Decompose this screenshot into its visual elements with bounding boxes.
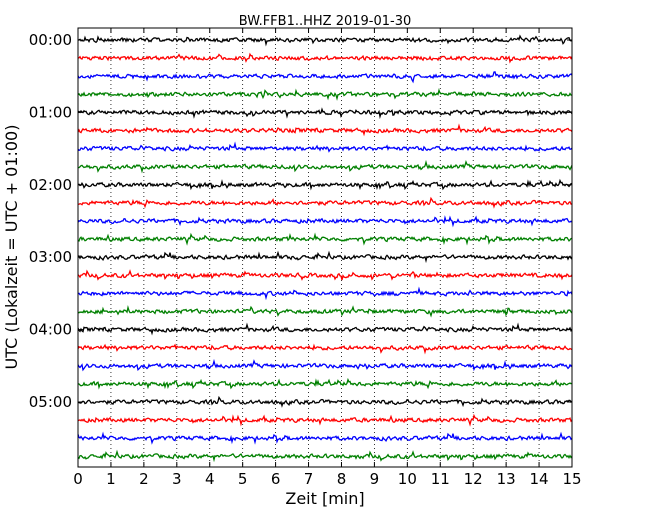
- x-tick-label: 15: [562, 470, 581, 488]
- x-tick-label: 7: [304, 470, 314, 488]
- trace-line: [77, 449, 573, 463]
- x-tick-label: 2: [139, 470, 149, 488]
- trace-line: [77, 304, 573, 318]
- trace-line: [77, 358, 573, 372]
- trace-line: [77, 377, 573, 390]
- x-tick-label: 10: [398, 470, 417, 488]
- x-tick-label: 9: [370, 470, 380, 488]
- x-axis: 0 1 2 3 4 5 6 7 8 9 10 11 12 13 14 15: [73, 28, 582, 488]
- trace-line: [78, 159, 573, 174]
- y-tick-label: 03:00: [29, 248, 72, 266]
- x-tick-label: 8: [337, 470, 347, 488]
- trace-line: [77, 71, 573, 84]
- trace-line: [77, 431, 573, 445]
- chart-title: BW.FFB1..HHZ 2019-01-30: [239, 14, 412, 29]
- seismic-traces: [77, 34, 573, 463]
- y-tick-label: 02:00: [29, 176, 72, 194]
- y-axis: 00:00 01:00 02:00 03:00 04:00 05:00: [29, 31, 572, 411]
- trace-line: [77, 413, 573, 427]
- x-tick-label: 12: [464, 470, 483, 488]
- y-tick-label: 01:00: [29, 103, 72, 121]
- x-tick-label: 13: [497, 470, 516, 488]
- trace-line: [77, 322, 573, 336]
- y-tick-label: 05:00: [29, 393, 72, 411]
- x-axis-label: Zeit [min]: [285, 489, 364, 508]
- x-tick-label: 14: [530, 470, 549, 488]
- y-tick-label: 00:00: [29, 31, 72, 49]
- trace-line: [77, 52, 573, 64]
- y-tick-label: 04:00: [29, 321, 72, 339]
- x-tick-label: 5: [238, 470, 248, 488]
- x-tick-label: 4: [205, 470, 215, 488]
- trace-line: [77, 286, 573, 301]
- trace-line: [77, 141, 573, 153]
- plot-frame: [77, 27, 573, 468]
- y-axis-label: UTC (Lokalzeit = UTC + 01:00): [2, 125, 21, 370]
- trace-line: [77, 178, 573, 191]
- trace-line: [77, 88, 573, 101]
- trace-line: [77, 34, 573, 47]
- trace-line: [77, 250, 573, 264]
- x-tick-label: 11: [431, 470, 450, 488]
- trace-line: [77, 107, 573, 120]
- trace-line: [77, 269, 573, 281]
- trace-line: [77, 196, 573, 209]
- trace-line: [77, 215, 573, 228]
- trace-line: [77, 395, 573, 408]
- trace-line: [77, 232, 573, 246]
- x-tick-label: 1: [106, 470, 116, 488]
- x-tick-label: 6: [271, 470, 281, 488]
- x-tick-label: 3: [172, 470, 182, 488]
- trace-line: [77, 343, 573, 355]
- trace-line: [77, 123, 573, 137]
- x-tick-label: 0: [73, 470, 83, 488]
